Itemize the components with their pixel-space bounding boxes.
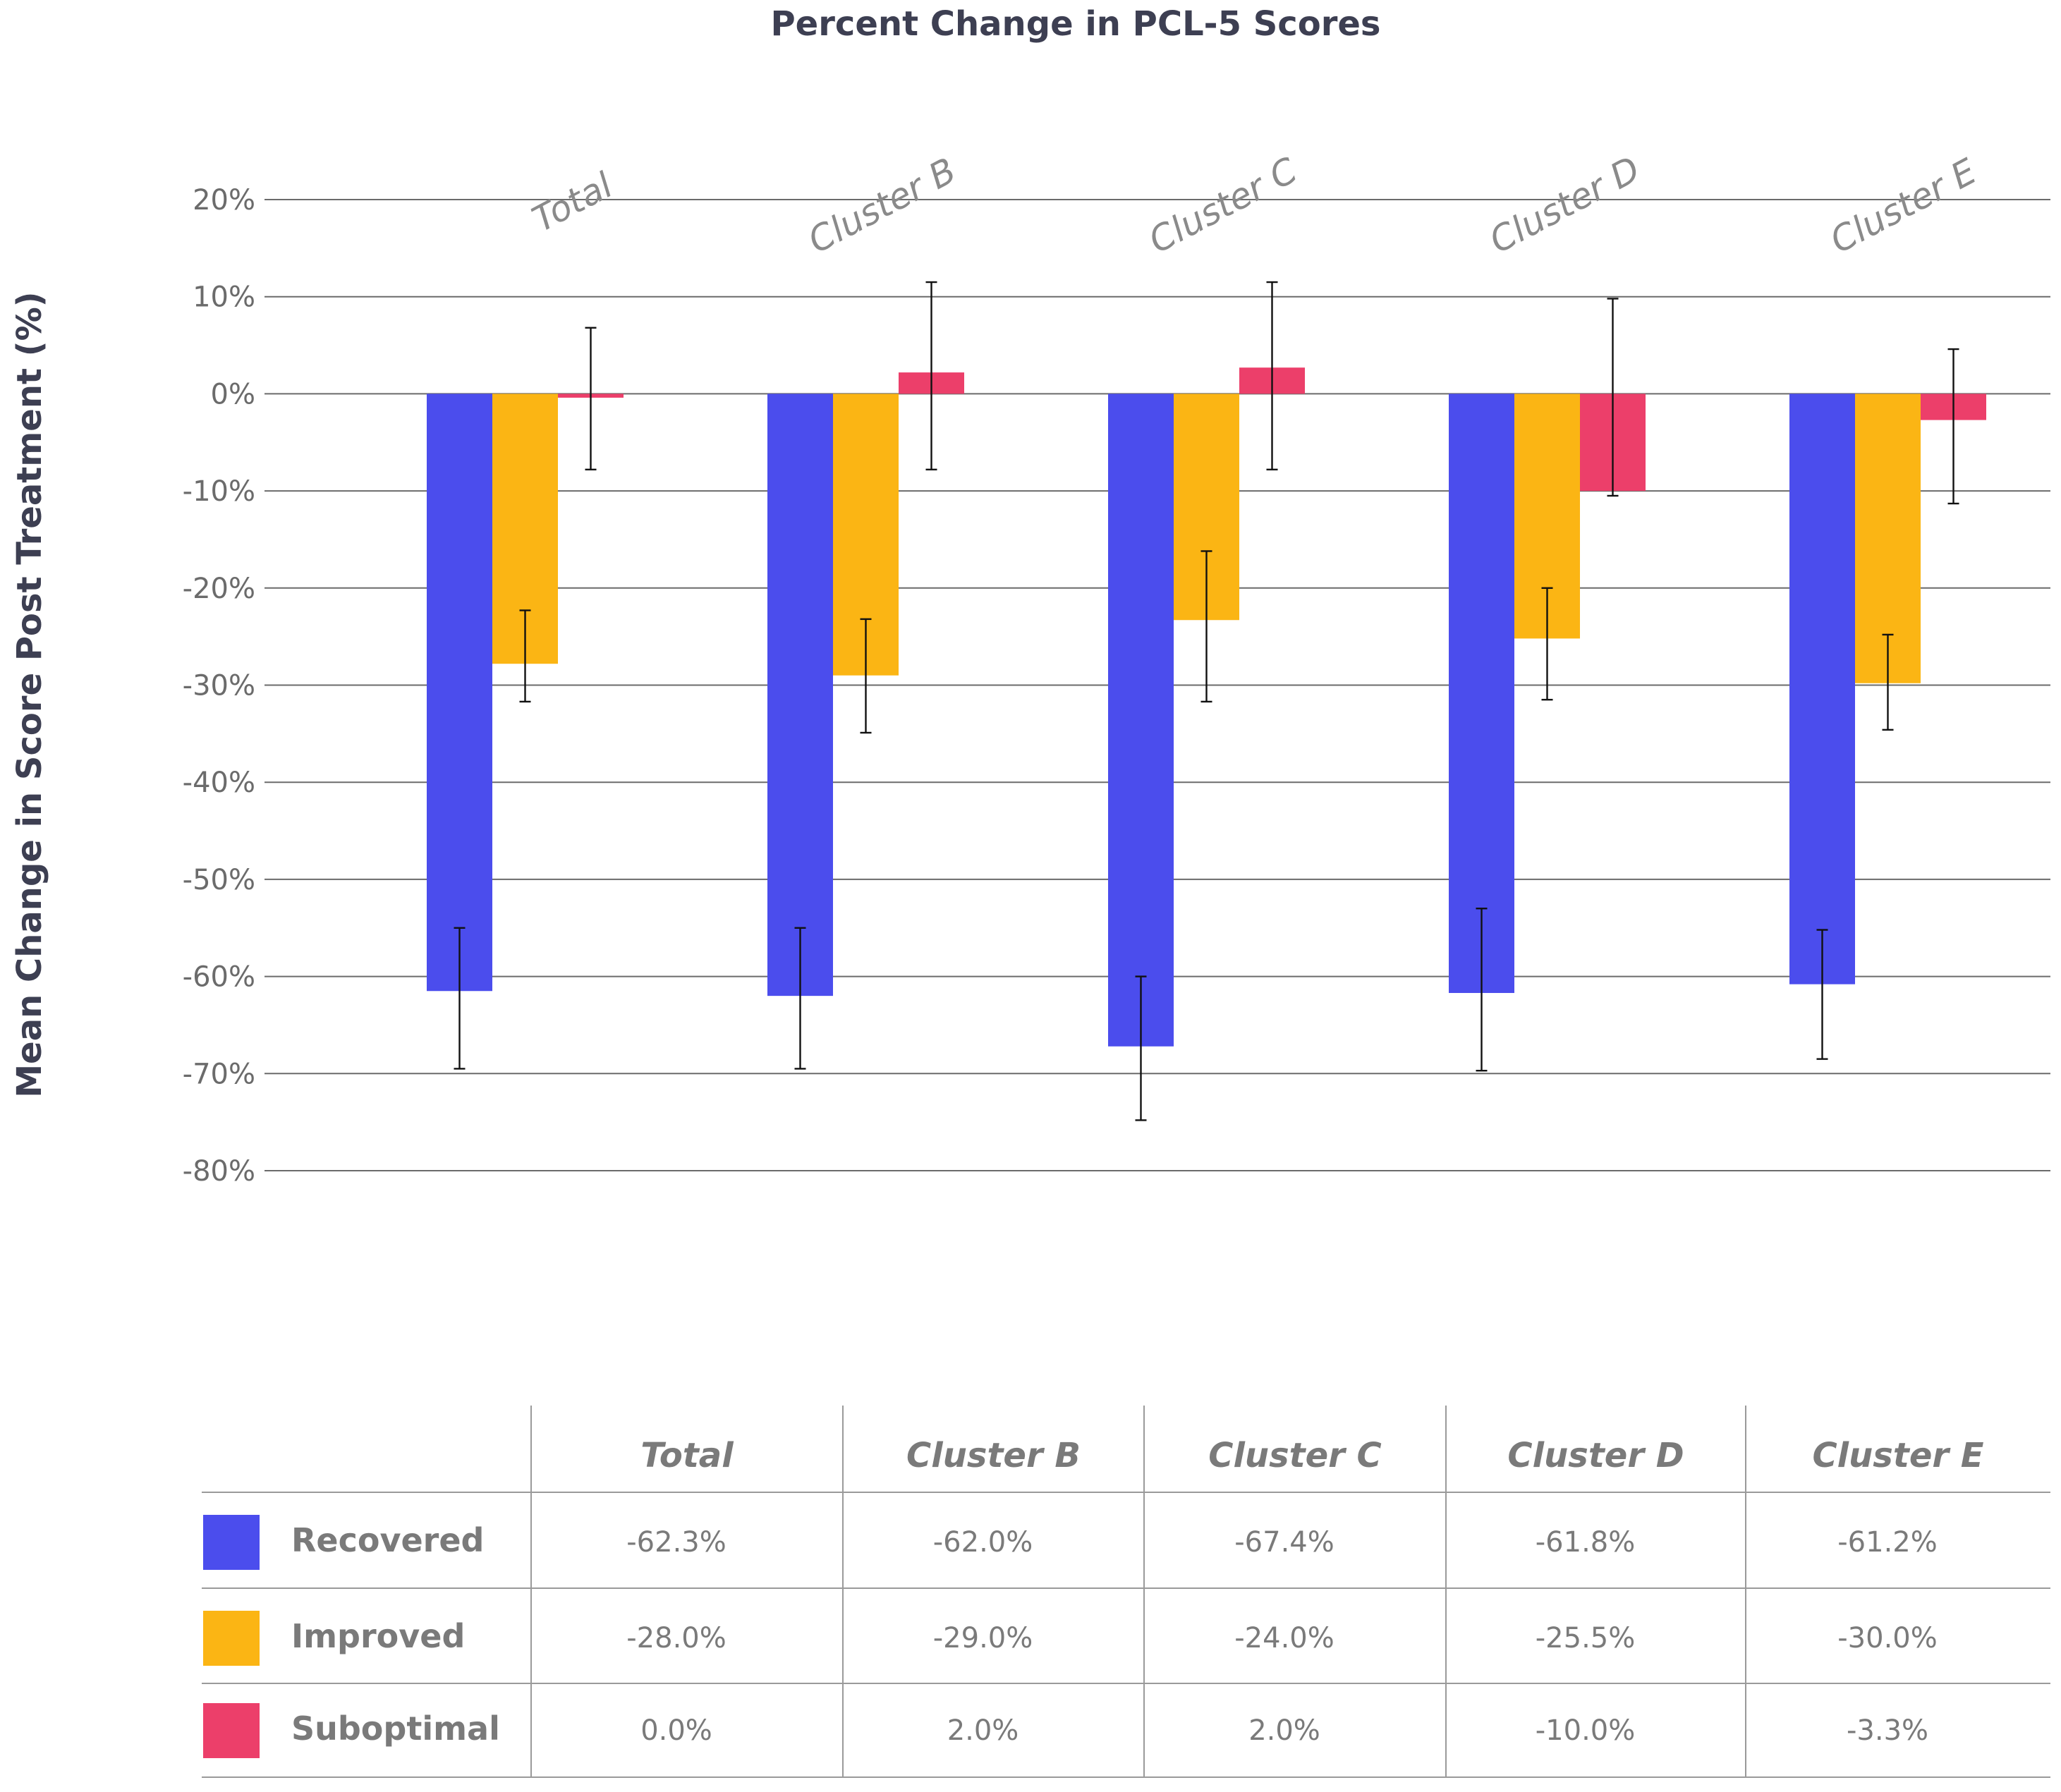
y-tick-label: -50% xyxy=(183,864,255,896)
table-cell: 0.0% xyxy=(640,1714,712,1747)
legend-swatch-suboptimal xyxy=(203,1703,260,1758)
y-tick-label: -70% xyxy=(183,1058,255,1090)
data-table: Total Cluster B Cluster C Cluster D Cluster … xyxy=(202,1406,2050,1778)
table-cell: -3.3% xyxy=(1847,1714,1928,1747)
table-cell: -29.0% xyxy=(933,1622,1033,1654)
y-tick-label: -60% xyxy=(183,961,255,994)
error-bar xyxy=(1947,348,1959,505)
y-tick-label: -80% xyxy=(183,1155,255,1188)
legend-label: Improved xyxy=(291,1617,465,1655)
error-bar xyxy=(1541,587,1553,701)
y-tick-label: -40% xyxy=(183,767,255,799)
error-bar xyxy=(585,327,597,471)
category-label: Cluster E xyxy=(1823,151,1983,262)
category-label: Cluster B xyxy=(801,150,962,261)
error-bar xyxy=(1816,929,1828,1060)
table-column-header: Cluster C xyxy=(1208,1436,1382,1475)
legend-swatch-recovered xyxy=(203,1515,260,1570)
error-bar xyxy=(1200,550,1212,703)
table-column-header: Cluster B xyxy=(906,1436,1081,1475)
category-label: Cluster D xyxy=(1483,149,1646,262)
bars-layer xyxy=(427,367,1986,1047)
error-bar xyxy=(794,927,806,1070)
bar-recovered-cluster-b xyxy=(767,394,833,996)
table-cell: -24.0% xyxy=(1234,1622,1335,1654)
y-tick-label: -20% xyxy=(183,573,255,605)
legend-swatch-improved xyxy=(203,1611,260,1666)
error-bar xyxy=(1607,298,1619,497)
error-bar xyxy=(860,618,872,734)
legend-label: Recovered xyxy=(291,1521,484,1559)
error-bar xyxy=(1476,908,1488,1072)
error-bar xyxy=(1266,281,1278,471)
chart-title: Percent Change in PCL-5 Scores xyxy=(771,4,1381,44)
error-bars-layer xyxy=(454,281,1959,1121)
y-tick-label: -30% xyxy=(183,670,255,702)
table-cell: -10.0% xyxy=(1536,1714,1636,1747)
category-label: Cluster C xyxy=(1142,150,1303,261)
y-tick-label: 10% xyxy=(193,281,255,314)
table-cell: 2.0% xyxy=(947,1714,1019,1747)
error-bar xyxy=(519,609,531,703)
legend-label: Suboptimal xyxy=(291,1709,500,1748)
error-bar xyxy=(925,281,937,471)
y-axis-ticks: 20% 10% 0% -10% -20% -30% -40% -50% -60% -70% -80% xyxy=(183,184,255,1188)
y-tick-label: -10% xyxy=(183,475,255,508)
error-bar xyxy=(1882,633,1894,731)
category-labels: Total Cluster B Cluster C Cluster D Cluster … xyxy=(525,149,1983,262)
table-cell: -25.5% xyxy=(1536,1622,1636,1654)
bar-recovered-cluster-d xyxy=(1449,394,1514,994)
y-tick-label: 20% xyxy=(193,184,255,217)
table-cell: -61.2% xyxy=(1837,1526,1938,1559)
bar-recovered-cluster-c xyxy=(1108,394,1174,1047)
table-cell: -30.0% xyxy=(1837,1622,1938,1654)
bar-recovered-total xyxy=(427,394,492,992)
table-cell: -28.0% xyxy=(626,1622,726,1654)
table-column-header: Cluster D xyxy=(1507,1436,1684,1475)
category-label: Total xyxy=(525,164,619,240)
y-tick-label: 0% xyxy=(211,378,255,410)
table-cell: -62.0% xyxy=(933,1526,1033,1559)
bar-recovered-cluster-e xyxy=(1789,394,1855,985)
table-cell: -61.8% xyxy=(1536,1526,1636,1559)
table-column-header: Total xyxy=(640,1436,734,1475)
table-column-header: Cluster E xyxy=(1812,1436,1983,1475)
table-cell: -67.4% xyxy=(1234,1526,1335,1559)
error-bar xyxy=(1135,975,1147,1121)
table-cell: -62.3% xyxy=(626,1526,726,1559)
y-axis-label: Mean Change in Score Post Treatment (%) xyxy=(10,291,49,1097)
table-cell: 2.0% xyxy=(1248,1714,1320,1747)
error-bar xyxy=(454,927,466,1070)
